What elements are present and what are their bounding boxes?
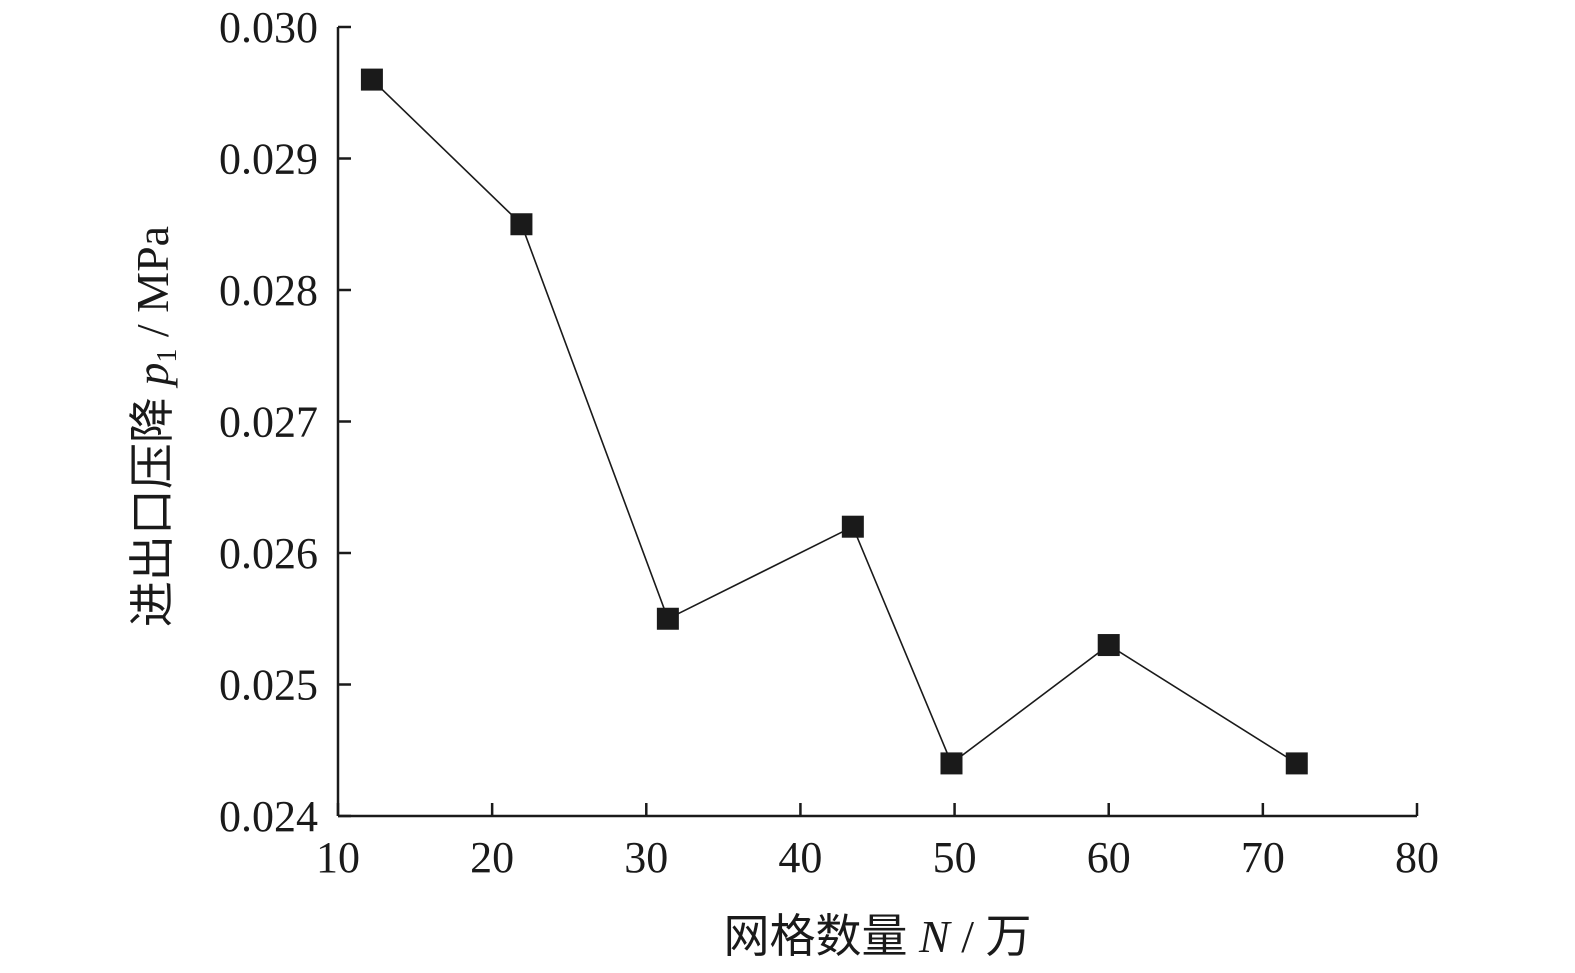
y-tick-label: 0.028 bbox=[219, 266, 318, 315]
y-axis-title: 进出口压降 p1 / MPa bbox=[127, 226, 183, 627]
y-ticks: 0.024 0.025 0.026 0.027 0.028 0.029 0.030 bbox=[219, 3, 351, 841]
x-tick-label: 60 bbox=[1087, 833, 1131, 882]
y-tick-label: 0.027 bbox=[219, 398, 318, 447]
y-tick-label: 0.030 bbox=[219, 3, 318, 52]
y-tick-label: 0.025 bbox=[219, 661, 318, 710]
series-line bbox=[371, 79, 1298, 765]
y-axis-title-sub: 1 bbox=[152, 349, 183, 363]
data-point-marker bbox=[1285, 752, 1308, 775]
data-point-marker bbox=[841, 515, 864, 538]
data-point-marker bbox=[360, 68, 383, 91]
x-ticks: 10 20 30 40 50 60 70 80 bbox=[316, 803, 1439, 882]
y-axis-title-main: 进出口压降 bbox=[127, 386, 178, 628]
x-axis-title-var: N bbox=[918, 911, 952, 962]
y-axis-title-var: p bbox=[127, 363, 178, 389]
y-tick-label: 0.026 bbox=[219, 529, 318, 578]
x-tick-label: 30 bbox=[624, 833, 668, 882]
x-axis-title-unit: / 万 bbox=[950, 911, 1032, 962]
x-tick-label: 10 bbox=[316, 833, 360, 882]
x-axis-title: 网格数量 N / 万 bbox=[724, 911, 1032, 962]
data-point-marker bbox=[510, 213, 533, 236]
x-tick-label: 20 bbox=[470, 833, 514, 882]
x-tick-label: 80 bbox=[1395, 833, 1439, 882]
data-point-marker bbox=[940, 752, 963, 775]
y-tick-label: 0.024 bbox=[219, 792, 318, 841]
x-axis-title-main: 网格数量 bbox=[724, 911, 920, 962]
y-axis-title-unit: / MPa bbox=[127, 226, 178, 349]
series bbox=[360, 68, 1308, 775]
y-tick-label: 0.029 bbox=[219, 135, 318, 184]
x-tick-label: 70 bbox=[1241, 833, 1285, 882]
data-point-marker bbox=[656, 607, 679, 630]
x-tick-label: 50 bbox=[933, 833, 977, 882]
data-point-marker bbox=[1097, 634, 1120, 657]
x-tick-label: 40 bbox=[778, 833, 822, 882]
axes bbox=[336, 27, 1417, 818]
